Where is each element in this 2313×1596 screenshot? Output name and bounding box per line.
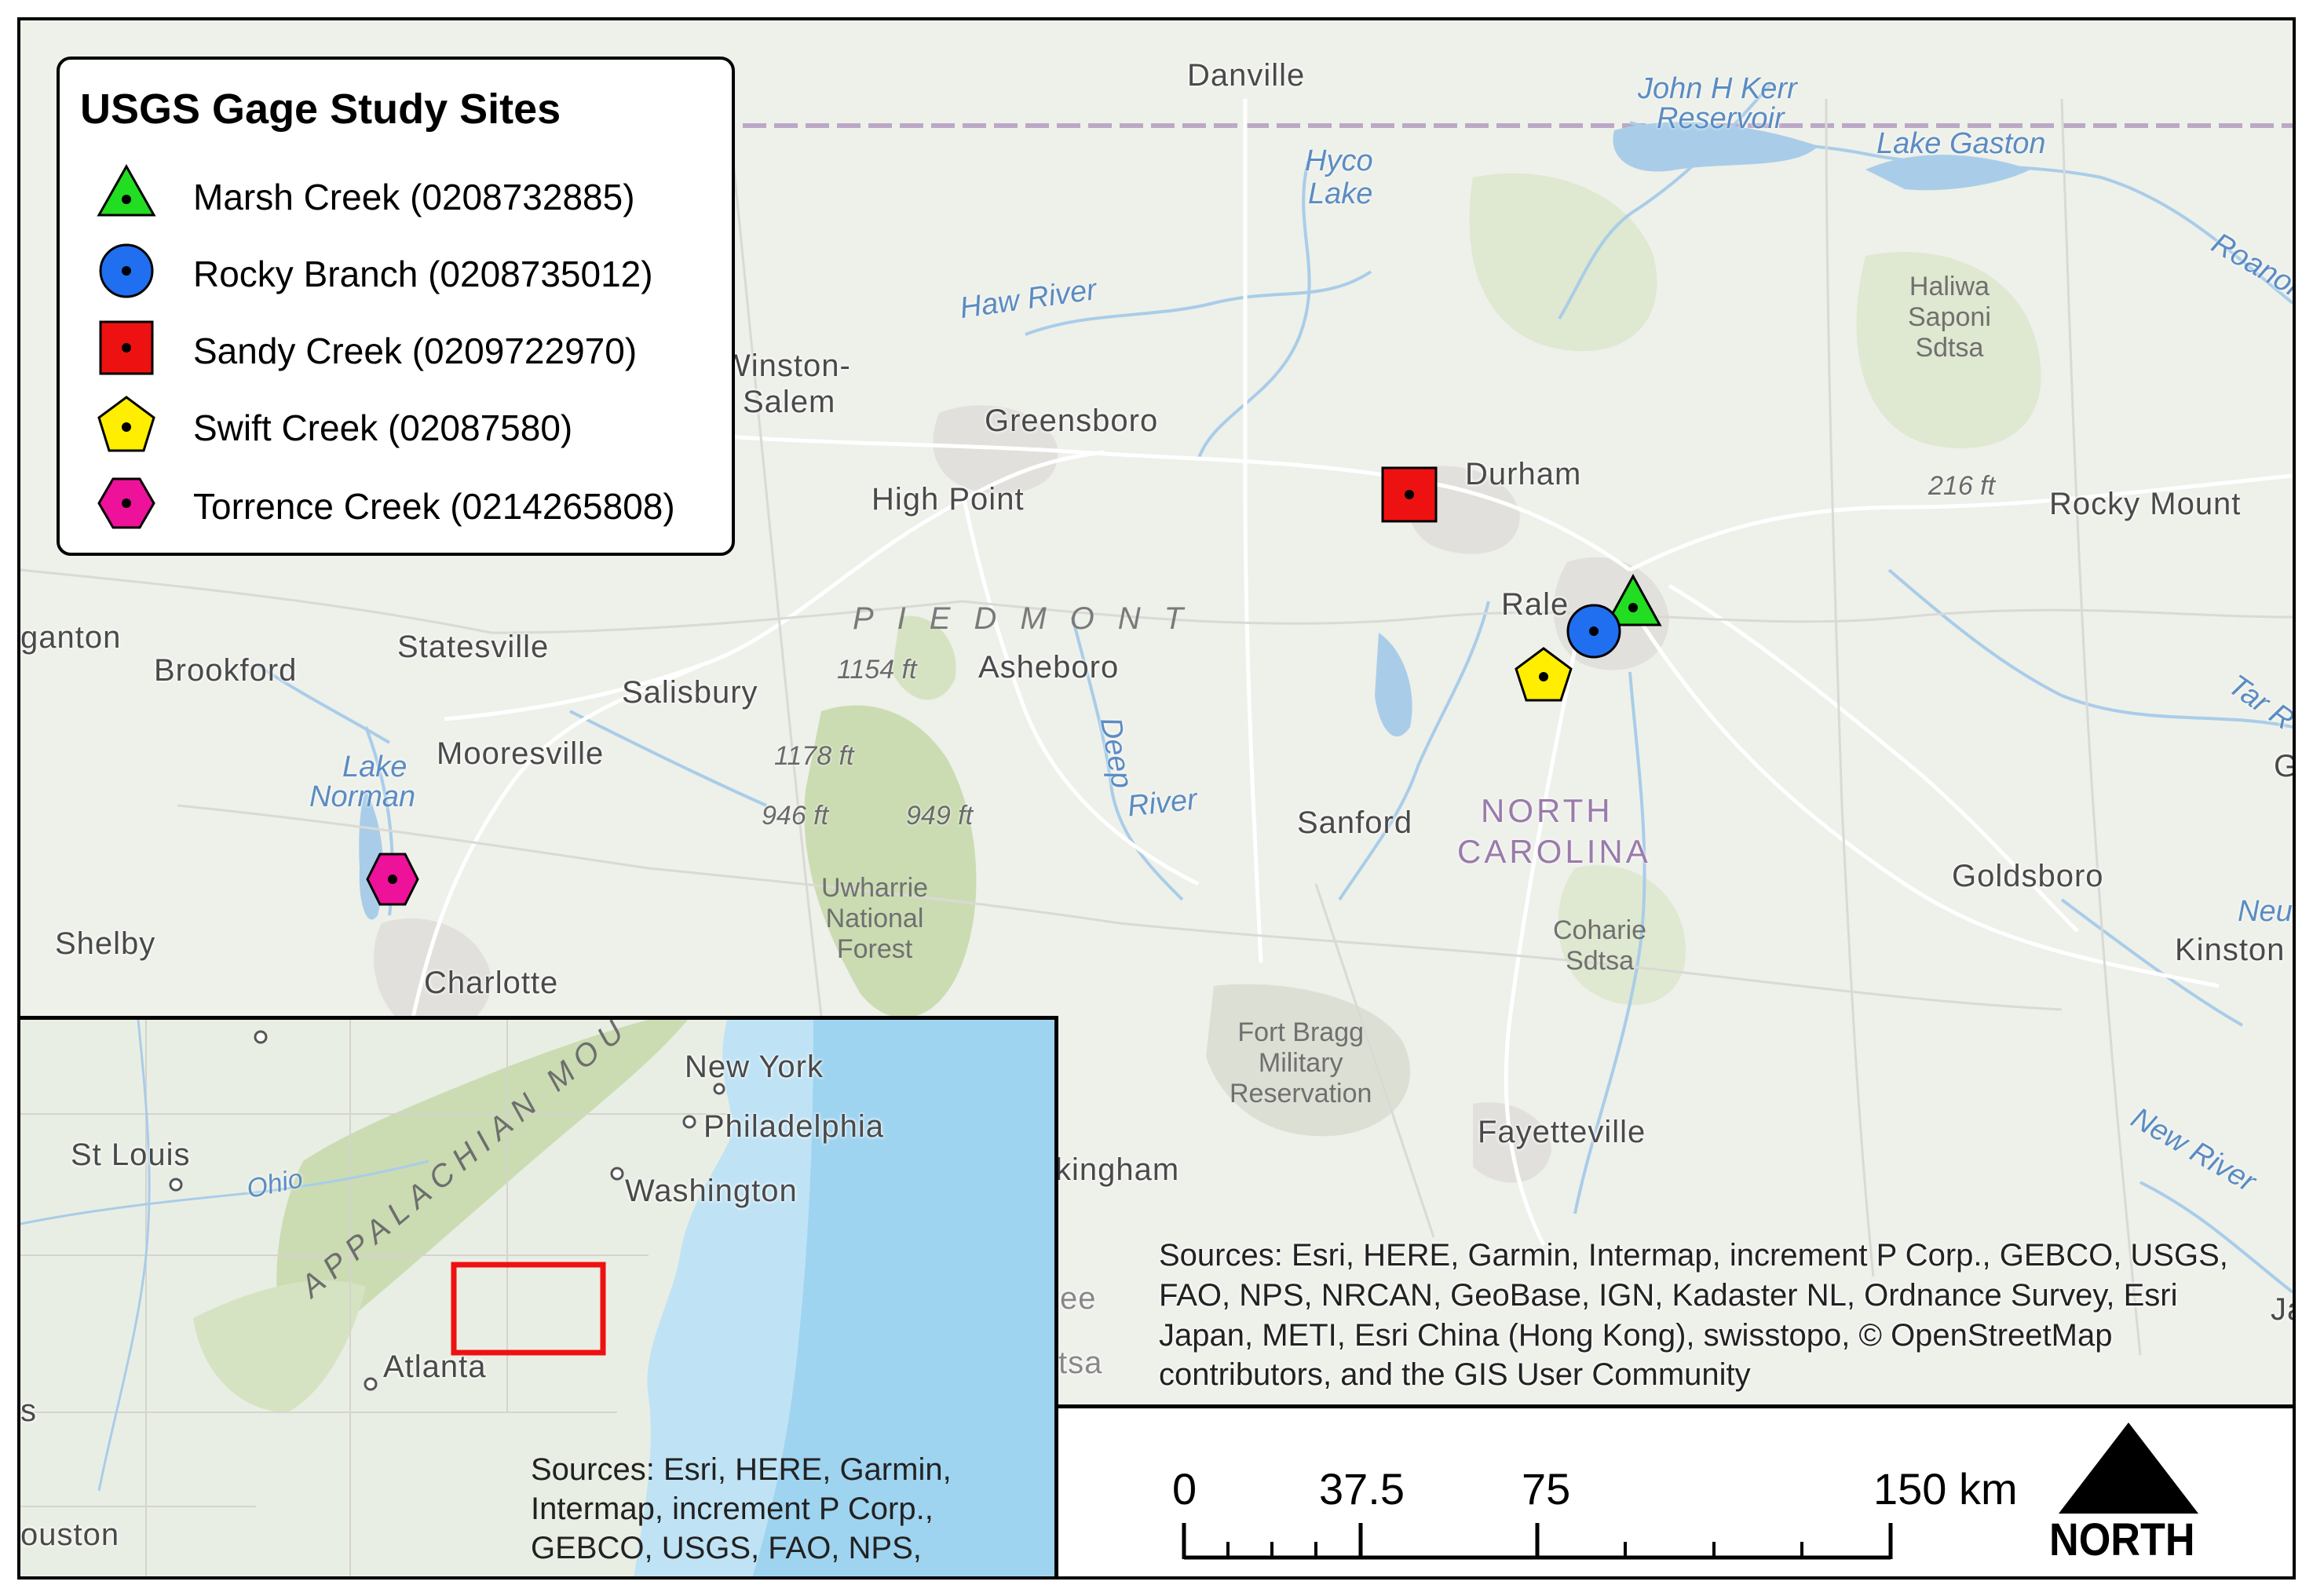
north-arrow-icon <box>2059 1423 2198 1514</box>
city-label-raleigh: Rale <box>1501 587 1569 622</box>
scale-label-37-5: 37.5 <box>1319 1464 1405 1514</box>
city-label-high-point: High Point <box>871 482 1025 517</box>
area-label-haliwa: Haliwa Saponi Sdtsa <box>1908 272 1991 363</box>
inset-label-edge-s: s <box>20 1393 37 1428</box>
inset-locator-map[interactable]: St Louis Ohio New York Philadelphia Wash… <box>20 1016 1058 1576</box>
legend-panel: USGS Gage Study Sites Marsh Creek (02087… <box>57 57 735 556</box>
legend-label: Marsh Creek (0208732885) <box>193 177 635 217</box>
city-label-kinston: Kinston <box>2175 933 2286 967</box>
site-marker-rocky-branch[interactable] <box>1566 604 1621 659</box>
edge-label-ee: ee <box>1060 1281 1097 1316</box>
edge-label-ja: Ja <box>2271 1292 2293 1327</box>
basemap-sources-credit: Sources: Esri, HERE, Garmin, Intermap, i… <box>1159 1238 2228 1393</box>
inset-label-washington: Washington <box>625 1174 798 1208</box>
legend-title: USGS Gage Study Sites <box>80 86 561 133</box>
map-frame: Danville Winston- Salem Greensboro High … <box>17 17 2296 1580</box>
city-label-salisbury: Salisbury <box>622 675 758 710</box>
yellow-pentagon-icon <box>97 396 155 452</box>
city-label-durham: Durham <box>1465 457 1582 491</box>
green-triangle-icon <box>97 163 156 217</box>
edge-label-tsa: tsa <box>1058 1346 1103 1380</box>
elevation-label-1178: 1178 ft <box>774 741 854 771</box>
site-marker-marsh-creek[interactable] <box>1604 573 1662 626</box>
inset-label-houston: ouston <box>20 1517 120 1552</box>
legend-item-sandy-creek: Sandy Creek (0209722970) <box>60 312 732 383</box>
city-label-rocky-mount: Rocky Mount <box>2049 487 2242 521</box>
site-marker-sandy-creek[interactable] <box>1381 466 1438 523</box>
water-label-hyco: Hyco <box>1305 144 1373 177</box>
city-label-danville: Danville <box>1187 58 1306 93</box>
inset-label-st-louis: St Louis <box>71 1138 191 1172</box>
scale-label-0: 0 <box>1172 1464 1197 1514</box>
city-label-brookford: Brookford <box>154 653 298 688</box>
city-label-sanford: Sanford <box>1297 805 1413 840</box>
water-label-deep-river: River <box>1126 783 1199 824</box>
scale-and-north-panel: 0 37.5 75 150 km NORTH <box>1054 1404 2293 1576</box>
red-square-icon <box>99 320 154 375</box>
city-label-shelby: Shelby <box>55 926 156 961</box>
legend-item-swift-creek: Swift Creek (02087580) <box>60 389 732 460</box>
city-label-statesville: Statesville <box>397 630 550 664</box>
city-label-winston: Winston- <box>721 349 851 383</box>
city-label-greensboro: Greensboro <box>985 404 1159 438</box>
state-label-north: NORTH <box>1481 792 1613 829</box>
elevation-label-216: 216 ft <box>1928 471 1996 501</box>
city-label-mooresville: Mooresville <box>437 736 605 771</box>
area-label-fort-bragg: Fort Bragg Military Reservation <box>1230 1017 1372 1109</box>
scale-bar <box>1182 1523 1893 1560</box>
inset-basemap <box>20 1020 1054 1576</box>
legend-label: Swift Creek (02087580) <box>193 407 573 448</box>
region-label-piedmont: PIEDMONT <box>853 601 1208 636</box>
legend-label: Torrence Creek (0214265808) <box>193 486 675 527</box>
site-marker-torrence-creek[interactable] <box>366 853 419 906</box>
elevation-label-1154: 1154 ft <box>837 655 917 685</box>
city-label-fayetteville: Fayetteville <box>1478 1115 1646 1149</box>
city-label-goldsboro: Goldsboro <box>1952 859 2104 893</box>
lakes <box>359 122 2030 920</box>
legend-item-torrence-creek: Torrence Creek (0214265808) <box>60 468 732 539</box>
water-label-kerr-2: Reservoir <box>1657 102 1785 135</box>
area-label-coharie: Coharie Sdtsa <box>1553 915 1647 977</box>
legend-label: Rocky Branch (0208735012) <box>193 254 653 294</box>
water-label-hyco-lake: Lake <box>1308 177 1373 210</box>
scale-label-75: 75 <box>1522 1464 1571 1514</box>
minor-roads <box>20 98 2293 1356</box>
elevation-label-946: 946 ft <box>762 801 829 831</box>
legend-item-marsh-creek: Marsh Creek (0208732885) <box>60 159 732 229</box>
city-label-morganton: ganton <box>20 620 122 655</box>
roads <box>411 99 2293 1247</box>
edge-label-g: G <box>2274 751 2293 782</box>
inset-label-philadelphia: Philadelphia <box>703 1109 884 1144</box>
site-marker-swift-creek[interactable] <box>1515 647 1573 702</box>
water-label-lake-norman-2: Norman <box>309 780 416 813</box>
water-label-lake-gaston: Lake Gaston <box>1876 127 2046 160</box>
city-label-asheboro: Asheboro <box>978 650 1120 685</box>
water-label-neuse: Neus <box>2238 895 2293 928</box>
water-label-lake-norman-1: Lake <box>342 751 407 783</box>
inset-sources-credit: Sources: Esri, HERE, Garmin, Intermap, i… <box>531 1452 952 1565</box>
scale-label-150-km: 150 km <box>1873 1464 2018 1514</box>
inset-label-atlanta: Atlanta <box>383 1349 487 1384</box>
legend-label: Sandy Creek (0209722970) <box>193 331 638 371</box>
north-label: NORTH <box>2049 1514 2195 1565</box>
water-label-kerr-1: John H Kerr <box>1638 72 1797 105</box>
city-label-salem: Salem <box>743 385 836 419</box>
state-label-carolina: CAROLINA <box>1457 833 1651 870</box>
legend-item-rocky-branch: Rocky Branch (0208735012) <box>60 236 732 306</box>
blue-circle-icon <box>99 243 154 298</box>
inset-label-new-york: New York <box>685 1050 824 1084</box>
elevation-label-949: 949 ft <box>906 801 974 831</box>
city-label-charlotte: Charlotte <box>424 966 559 1000</box>
study-area-extent-box <box>451 1262 606 1356</box>
magenta-hexagon-icon <box>97 477 155 529</box>
city-label-rockingham: kingham <box>1055 1152 1180 1187</box>
area-label-uwharrie: Uwharrie National Forest <box>821 873 929 965</box>
